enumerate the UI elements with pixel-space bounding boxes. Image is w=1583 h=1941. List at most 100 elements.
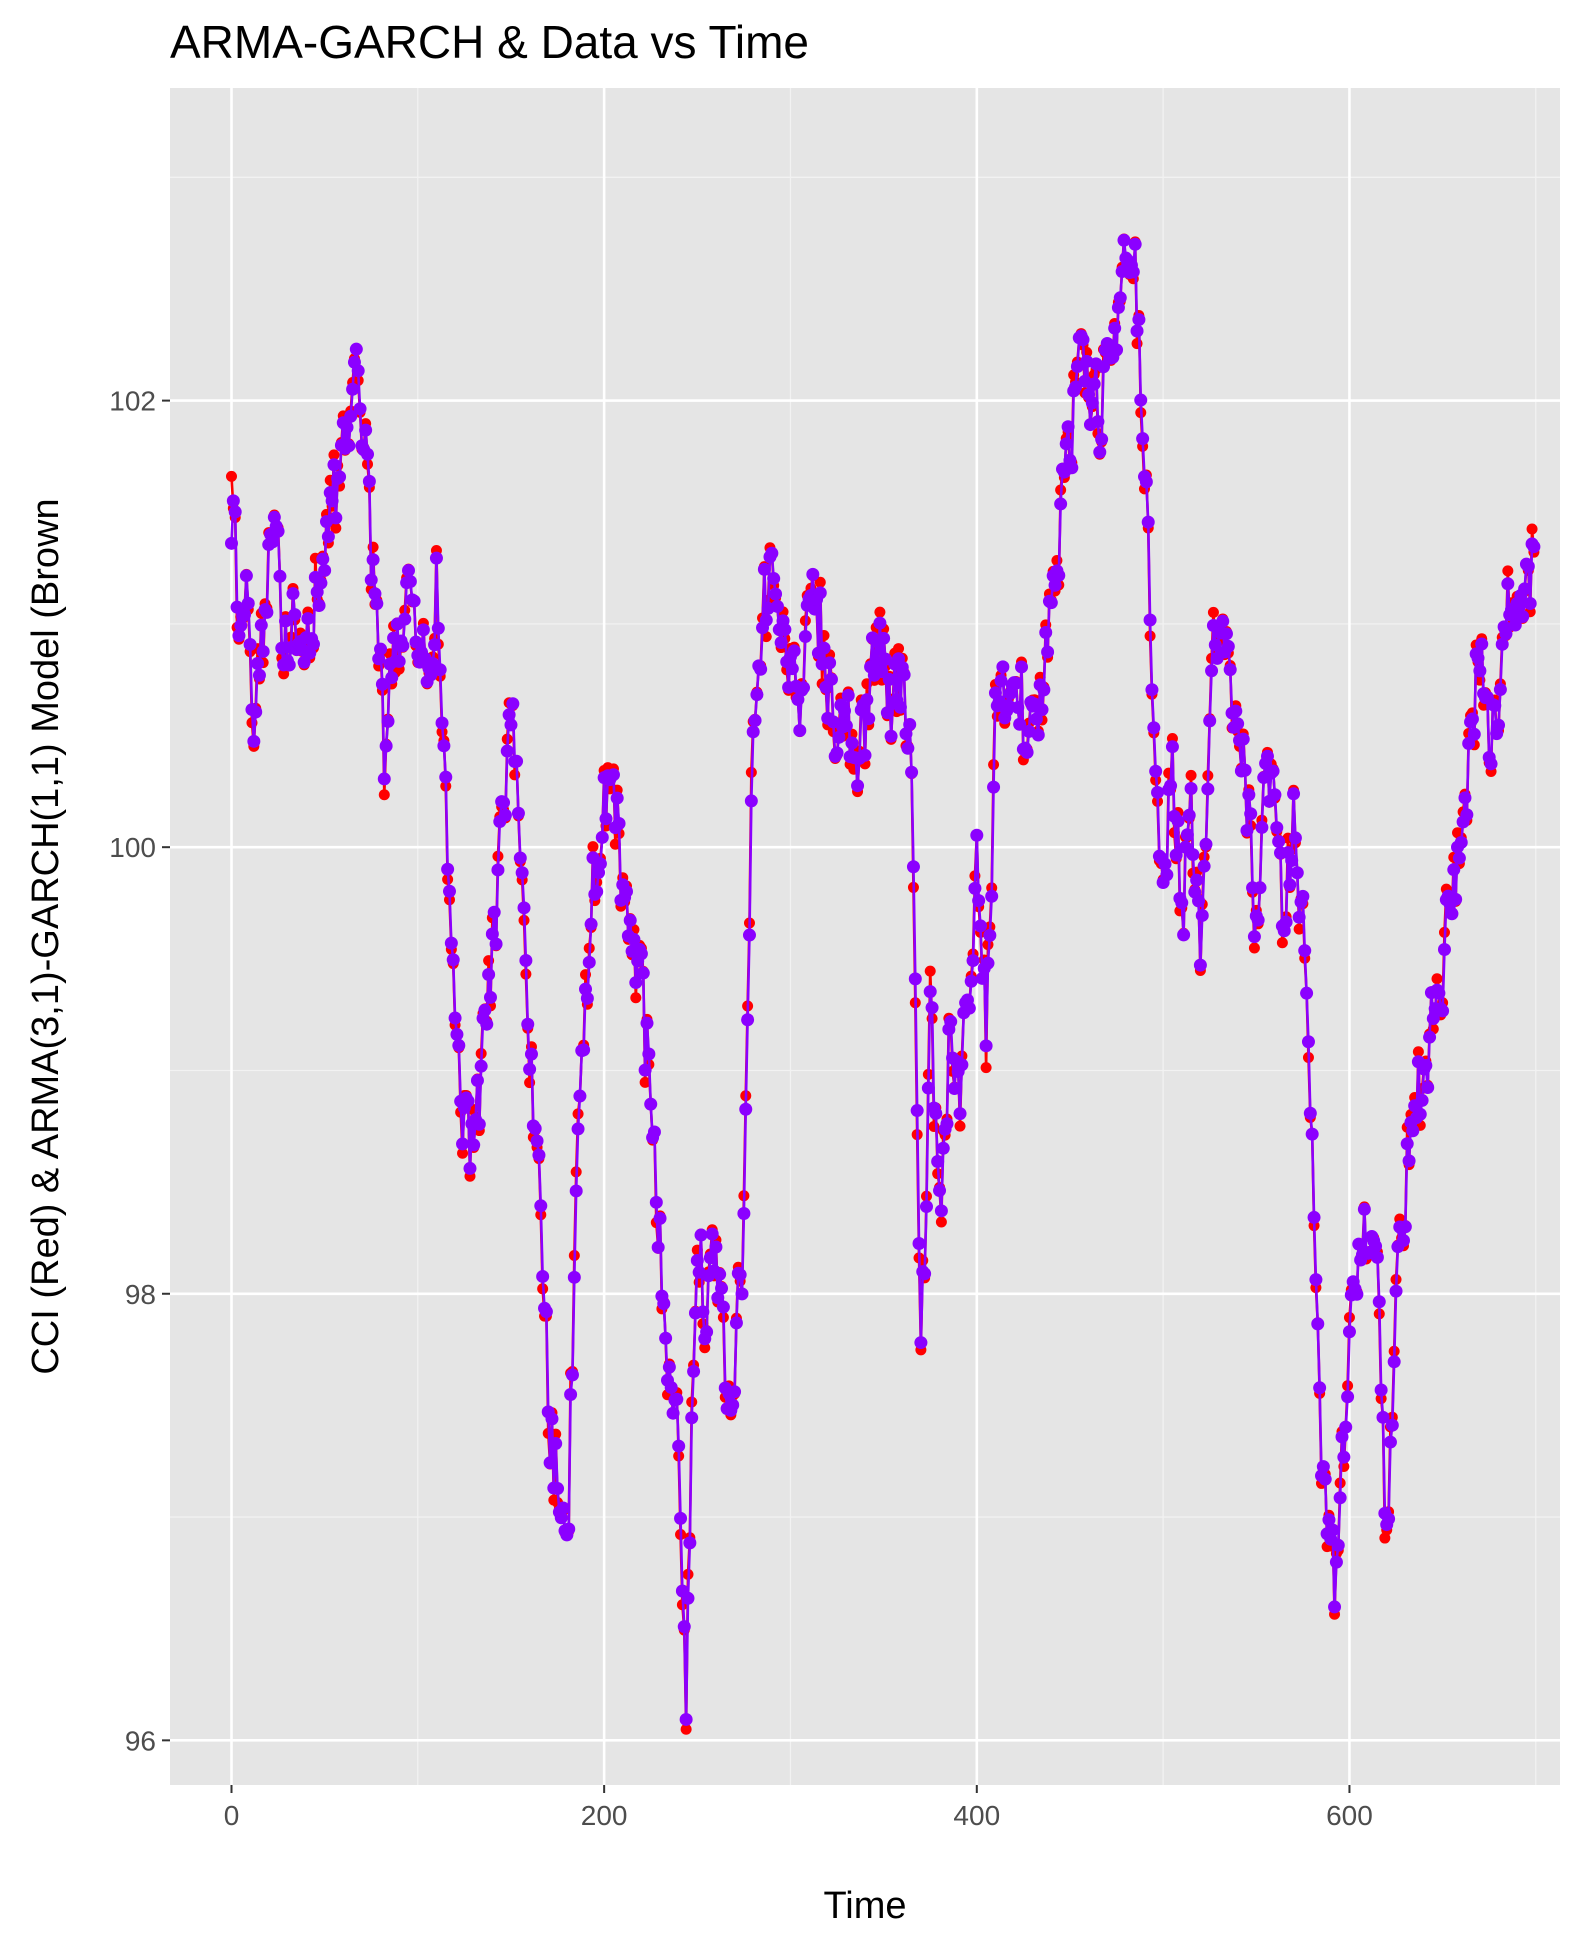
arma-garch-model-point [590, 885, 604, 899]
arma-garch-model-point [787, 644, 801, 658]
arma-garch-model-point [979, 1039, 993, 1053]
cci-data-point [1131, 338, 1143, 350]
arma-garch-model-point [498, 808, 512, 822]
arma-garch-model-point [463, 1161, 477, 1175]
arma-garch-model-point [657, 1297, 671, 1311]
arma-garch-model-point [1270, 821, 1284, 835]
arma-garch-model-point [368, 587, 382, 601]
arma-garch-model-point [1316, 1460, 1330, 1474]
arma-garch-model-point [1065, 461, 1079, 475]
arma-garch-model-point [556, 1501, 570, 1515]
arma-garch-model-point [940, 1117, 954, 1131]
x-tick-label: 600 [1326, 1800, 1373, 1831]
arma-garch-model-point [897, 668, 911, 682]
arma-garch-model-point [519, 953, 533, 967]
arma-garch-model-point [994, 674, 1008, 688]
arma-garch-model-point [580, 991, 594, 1005]
arma-garch-model-point [955, 1058, 969, 1072]
arma-garch-model-point [1369, 1239, 1383, 1253]
arma-garch-model-point [683, 1536, 697, 1550]
arma-garch-model-point [651, 1240, 665, 1254]
arma-garch-model-point [569, 1184, 583, 1198]
arma-garch-model-point [1128, 237, 1142, 251]
arma-garch-model-point [620, 884, 633, 898]
arma-garch-model-point [858, 748, 872, 762]
arma-garch-model-point [1134, 393, 1148, 407]
arma-garch-model-point [1413, 1107, 1427, 1121]
arma-garch-model-point [1169, 848, 1183, 862]
arma-garch-model-point [798, 630, 812, 644]
arma-garch-model-point [349, 342, 363, 356]
arma-garch-model-point [944, 1015, 958, 1029]
arma-garch-model-point [808, 602, 822, 616]
arma-garch-model-point [577, 1043, 591, 1057]
arma-garch-model-point [1400, 1137, 1414, 1151]
cci-data-point [680, 1723, 692, 1735]
arma-garch-model-point [431, 621, 445, 635]
cci-data-point [630, 992, 642, 1004]
arma-garch-model-point [694, 1228, 708, 1242]
arma-garch-model-point [243, 637, 257, 651]
arma-garch-model-point [265, 535, 279, 549]
y-tick-label: 98 [125, 1279, 156, 1310]
arma-garch-model-point [567, 1270, 581, 1284]
arma-garch-model-point [623, 913, 637, 927]
arma-garch-model-point [797, 681, 811, 695]
arma-garch-model-point [996, 660, 1010, 674]
arma-garch-model-point [921, 1081, 935, 1095]
arma-garch-model-point [1039, 626, 1053, 640]
arma-garch-model-point [584, 917, 598, 931]
arma-garch-model-point [877, 631, 891, 645]
arma-garch-model-point [1296, 889, 1310, 903]
arma-garch-model-point [249, 705, 263, 719]
arma-garch-model-point [1436, 1004, 1450, 1018]
arma-garch-model-point [1052, 568, 1066, 582]
arma-garch-model-point [1309, 1273, 1323, 1287]
arma-garch-model-point [1516, 610, 1530, 623]
arma-garch-model-point [562, 1522, 576, 1536]
x-tick-label: 200 [581, 1800, 628, 1831]
arma-garch-model-point [1231, 717, 1245, 731]
arma-garch-model-point [254, 618, 268, 632]
arma-garch-model-point [534, 1199, 548, 1213]
arma-garch-model-point [1136, 432, 1150, 446]
arma-garch-model-point [1329, 1555, 1343, 1569]
cci-data-point [1293, 923, 1305, 935]
arma-garch-model-point [340, 420, 354, 434]
arma-garch-model-point [1454, 835, 1468, 849]
arma-garch-model-point [273, 569, 287, 583]
arma-garch-model-point [1458, 791, 1472, 805]
arma-garch-model-point [983, 928, 997, 942]
arma-garch-model-point [599, 812, 613, 826]
major-gridlines [170, 88, 1560, 1785]
arma-garch-model-point [1160, 868, 1174, 882]
arma-garch-model-point [1253, 881, 1267, 895]
arma-garch-model-point [1415, 1093, 1429, 1107]
arma-garch-model-point [1013, 717, 1027, 731]
cci-data-point [1185, 769, 1197, 781]
arma-garch-model-point [750, 688, 764, 702]
arma-garch-model-point [1298, 944, 1312, 958]
arma-garch-model-point [936, 1141, 950, 1155]
arma-garch-model-point [1087, 377, 1101, 391]
arma-garch-model-point [1126, 265, 1140, 279]
arma-garch-model-point [774, 636, 788, 650]
arma-garch-model-point [1342, 1325, 1356, 1339]
arma-garch-model-point [728, 1385, 742, 1399]
arma-garch-model-point [1260, 749, 1274, 763]
arma-garch-model-point [549, 1437, 563, 1451]
arma-garch-model-point [439, 770, 453, 784]
arma-garch-model-point [1445, 907, 1459, 921]
arma-garch-model-point [344, 409, 358, 423]
arma-garch-model-point [644, 1097, 658, 1111]
arma-garch-model-point [444, 936, 458, 950]
arma-garch-model-point [1475, 637, 1489, 651]
arma-garch-model-point [1113, 291, 1127, 305]
arma-garch-model-point [642, 1047, 656, 1061]
arma-garch-model-point [672, 1439, 686, 1453]
arma-garch-model-point [1244, 807, 1258, 821]
arma-garch-model-point [351, 364, 365, 378]
cci-data-point [587, 841, 599, 853]
series-layer [224, 233, 1541, 1735]
arma-garch-model-point [1305, 1127, 1319, 1141]
